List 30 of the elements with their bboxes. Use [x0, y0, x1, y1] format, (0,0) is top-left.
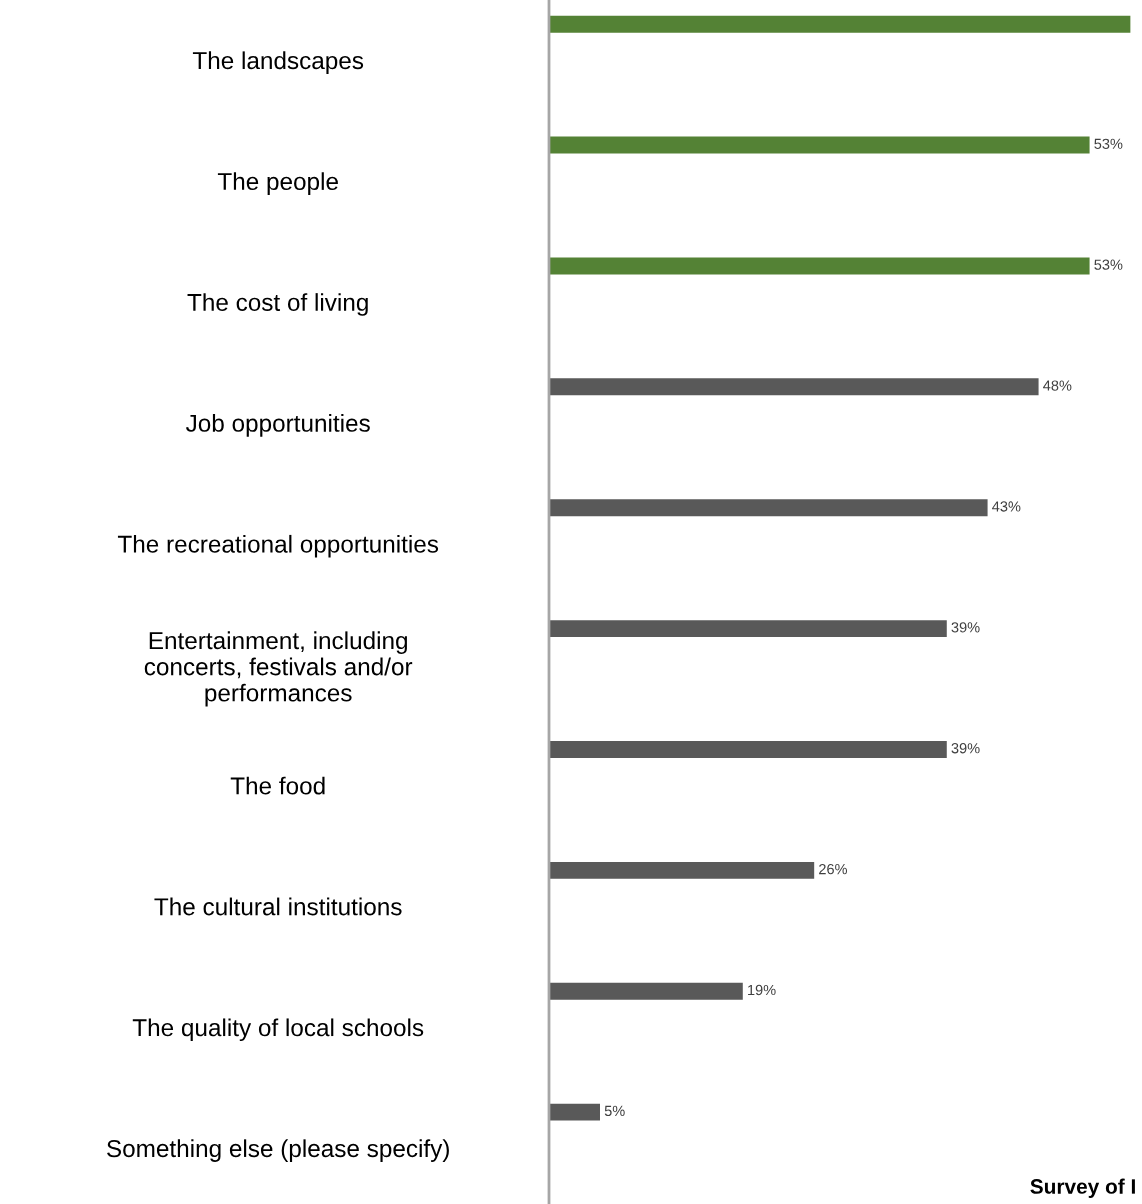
y-tick-label: Entertainment, including concerts, festivals and/or performances [144, 631, 413, 707]
data-label: 5% [604, 1105, 625, 1117]
bar [549, 982, 743, 1000]
y-tick-label: The food [230, 776, 325, 795]
data-label: 19% [748, 984, 776, 996]
y-tick-label: The landscapes [192, 51, 364, 75]
data-label: 26% [819, 863, 848, 875]
y-tick-label: The quality of local schools [132, 1018, 424, 1042]
bar [549, 861, 815, 879]
bar [549, 136, 1090, 154]
y-tick-label: The people [217, 172, 338, 195]
data-label: 53% [1094, 138, 1123, 149]
data-label: 39% [951, 743, 980, 754]
bar [549, 378, 1039, 396]
data-label: 43% [992, 501, 1021, 512]
bar [549, 257, 1090, 275]
annotation: Survey of I [1030, 1178, 1135, 1198]
bar [549, 499, 988, 517]
y-tick-label: The recreational opportunities [117, 534, 439, 558]
y-tick-label: The cultural institutions [154, 897, 402, 916]
data-label: 39% [951, 622, 980, 633]
bar [549, 620, 947, 638]
y-tick-label: Something else (please specify) [107, 1139, 449, 1162]
bar [549, 741, 947, 758]
bar [549, 1103, 600, 1121]
y-tick-label: The cost of living [187, 293, 368, 316]
bar [549, 15, 1131, 33]
y-tick-label: Job opportunities [186, 414, 370, 437]
data-label: 48% [1043, 380, 1072, 391]
data-label: 53% [1094, 259, 1123, 270]
